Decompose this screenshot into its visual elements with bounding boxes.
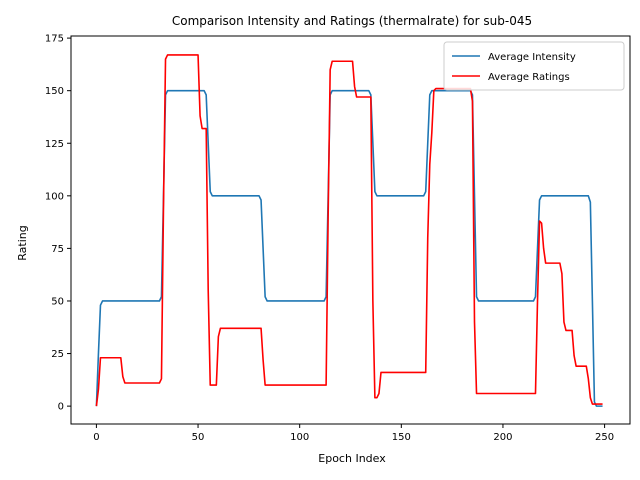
axes-frame [70,35,631,425]
y-tick-label: 0 [58,402,64,413]
y-tick-label: 150 [45,86,64,97]
x-tick-label: 200 [493,432,512,443]
y-tick-label: 125 [45,139,64,150]
y-tick-label: 50 [51,296,64,307]
legend-label-1: Average Intensity [488,52,576,63]
plot-area: 0 50 100 150 200 250 0 25 50 75 100 125 150 175 Averag… [45,34,631,443]
chart-title: Comparison Intensity and Ratings (therma… [172,14,532,28]
y-tick-label: 175 [45,34,64,45]
y-tick-label: 25 [51,349,64,360]
x-tick-label: 250 [595,432,614,443]
legend-label-2: Average Ratings [488,72,570,83]
x-tick-label: 150 [392,432,411,443]
y-axis-label: Rating [16,225,29,260]
x-tick-label: 0 [93,432,99,443]
legend: Average Intensity Average Ratings [443,41,625,91]
series-line-1 [95,89,603,407]
series-line-2 [95,54,603,407]
x-tick-label: 100 [290,432,309,443]
y-tick-label: 100 [45,191,64,202]
y-tick-label: 75 [51,244,64,255]
x-axis-label: Epoch Index [318,452,386,465]
legend-box [443,41,625,91]
x-tick-label: 50 [192,432,205,443]
